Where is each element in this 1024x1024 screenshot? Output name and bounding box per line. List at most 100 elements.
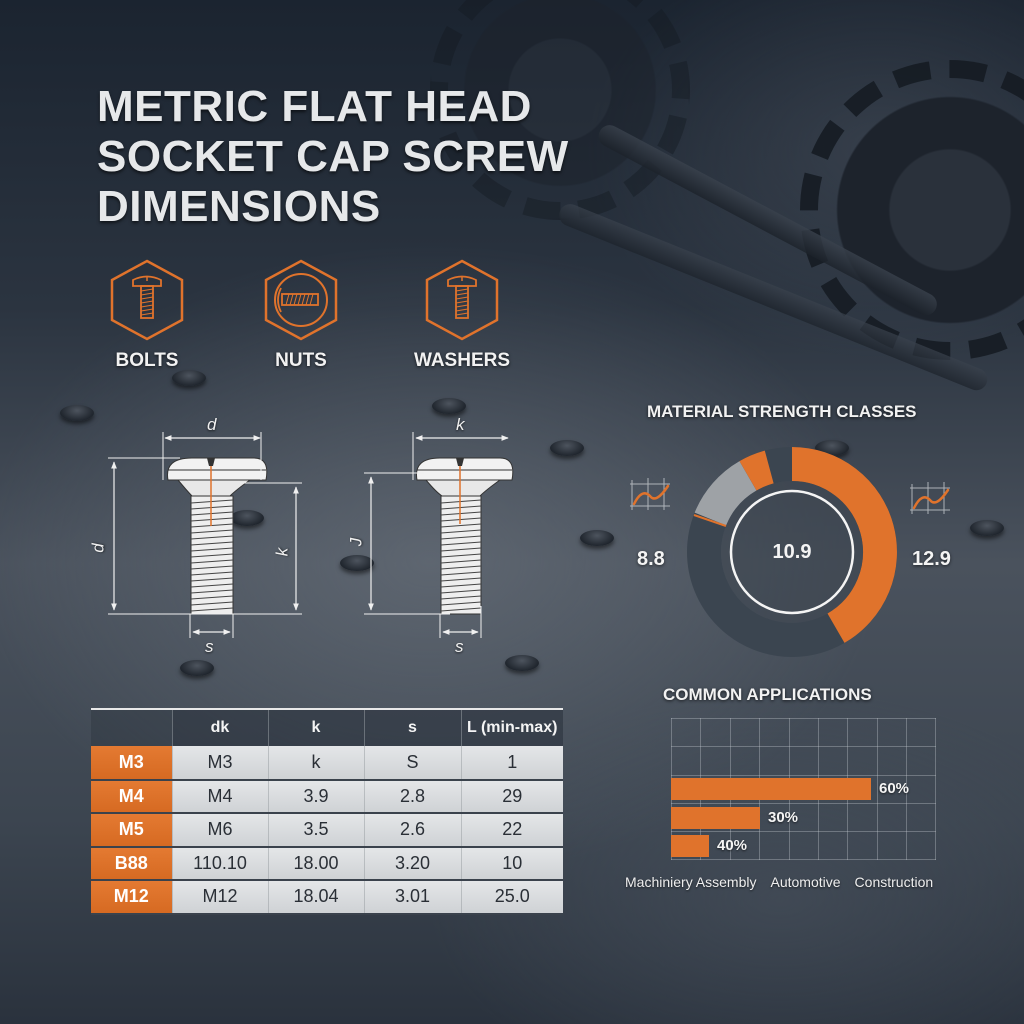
- cell-k: 3.9: [267, 779, 364, 814]
- row-size: M5: [91, 813, 172, 848]
- grid-line: [906, 718, 907, 860]
- row-size: M4: [91, 779, 172, 814]
- column-header-s: s: [363, 710, 461, 746]
- table-row: M5 M6 3.5 2.6 22: [91, 813, 563, 848]
- column-header-l: L (min-max): [460, 710, 563, 746]
- screw-diagram-drawing: [108, 432, 514, 638]
- bar-value: 40%: [717, 837, 748, 854]
- dimension-label-k-side: k: [272, 547, 292, 557]
- row-size: M12: [91, 880, 172, 915]
- cell-l: 29: [460, 779, 563, 814]
- trend-chart-icon: [910, 482, 950, 514]
- background-rivet: [580, 530, 614, 546]
- table-row: M4 M4 3.9 2.8 29: [91, 779, 563, 814]
- grid-line: [671, 803, 936, 804]
- category-label: WASHERS: [413, 350, 511, 371]
- left-screw: [108, 432, 302, 638]
- bolt-icon: [110, 259, 184, 341]
- bar-construction: [671, 835, 709, 857]
- page-title: METRIC FLAT HEAD SOCKET CAP SCREW DIMENS…: [97, 82, 569, 232]
- category-construction: Construction: [854, 874, 934, 890]
- grid-line: [671, 831, 936, 832]
- background-rivet: [60, 405, 94, 421]
- category-bolts[interactable]: BOLTS: [87, 258, 207, 372]
- dimension-label-d-side: d: [88, 543, 108, 553]
- grid-line: [935, 718, 936, 860]
- background-rivet: [340, 555, 374, 571]
- cell-l: 10: [460, 846, 563, 881]
- right-screw: [364, 432, 514, 638]
- dimension-label-s-left: s: [205, 637, 214, 656]
- grid-line: [671, 746, 936, 747]
- cell-dk: M6: [171, 813, 268, 848]
- cell-l: 22: [460, 813, 563, 848]
- row-size: B88: [91, 846, 172, 881]
- dimension-label-d-top: d: [207, 415, 217, 434]
- bar-value: 30%: [768, 809, 799, 826]
- grid-line: [671, 718, 936, 719]
- cell-k: k: [267, 746, 364, 781]
- cell-l: 25.0: [460, 880, 563, 915]
- applications-bar-chart: 60% 30% 40%: [671, 718, 936, 860]
- cell-s: 3.20: [363, 846, 461, 881]
- table-header-row: dk k s L (min-max): [91, 710, 563, 746]
- applications-category-labels: Machiniery Assembly Automotive Construct…: [625, 874, 933, 890]
- cell-dk: M3: [171, 746, 268, 781]
- strength-class-8-8: 8.8: [637, 548, 665, 570]
- background-rivet: [505, 655, 539, 671]
- strength-donut-chart: 10.9: [680, 440, 904, 669]
- column-header-dk: dk: [171, 710, 268, 746]
- cell-s: 3.01: [363, 880, 461, 915]
- column-header: [91, 710, 172, 746]
- dimension-label-k-top: k: [456, 415, 465, 434]
- title-line-1: METRIC FLAT HEAD: [97, 82, 532, 131]
- bar-machinery-assembly: [671, 778, 871, 800]
- donut-ring: [687, 447, 897, 657]
- bar-automotive: [671, 807, 760, 829]
- cell-dk: M12: [171, 880, 268, 915]
- background-rivet: [550, 440, 584, 456]
- table-row: M3 M3 k S 1: [91, 746, 563, 781]
- table-row: B88 110.10 18.00 3.20 10: [91, 846, 563, 881]
- category-machinery-assembly: Machiniery Assembly: [625, 874, 757, 890]
- strength-class-10-9: 10.9: [772, 540, 812, 563]
- row-size: M3: [91, 746, 172, 781]
- cell-k: 3.5: [267, 813, 364, 848]
- cell-l: 1: [460, 746, 563, 781]
- bar-value: 60%: [879, 780, 910, 797]
- cell-s: 2.8: [363, 779, 461, 814]
- table-row: M12 M12 18.04 3.01 25.0: [91, 880, 563, 915]
- cell-dk: M4: [171, 779, 268, 814]
- grid-line: [877, 718, 878, 860]
- cell-k: 18.04: [267, 880, 364, 915]
- material-strength-title: MATERIAL STRENGTH CLASSES: [647, 402, 917, 421]
- background-rivet: [432, 398, 466, 414]
- category-label: NUTS: [275, 350, 327, 371]
- dimension-label-j-side: J: [346, 537, 366, 547]
- trend-chart-icon: [630, 478, 670, 510]
- title-line-2: SOCKET CAP SCREW: [97, 132, 569, 181]
- washer-icon: [425, 259, 499, 341]
- column-header-k: k: [267, 710, 364, 746]
- category-washers[interactable]: WASHERS: [402, 258, 522, 372]
- strength-class-12-9: 12.9: [912, 548, 951, 570]
- background-rivet: [970, 520, 1004, 536]
- title-line-3: DIMENSIONS: [97, 182, 381, 231]
- screw-dimension-diagram: d d k s k J s: [88, 400, 520, 675]
- background-rivet: [172, 370, 206, 386]
- grid-line: [671, 859, 936, 860]
- grid-line: [671, 775, 936, 776]
- category-label: BOLTS: [115, 350, 179, 371]
- background-rivet: [180, 660, 214, 676]
- background-rivet: [230, 510, 264, 526]
- cell-k: 18.00: [267, 846, 364, 881]
- dimensions-table: dk k s L (min-max) M3 M3 k S 1 M4 M4 3.9…: [91, 708, 563, 915]
- nut-icon: [264, 259, 338, 341]
- category-automotive: Automotive: [770, 874, 841, 890]
- cell-dk: 110.10: [171, 846, 268, 881]
- cell-s: S: [363, 746, 461, 781]
- dimension-label-s-right: s: [455, 637, 464, 656]
- cell-s: 2.6: [363, 813, 461, 848]
- category-nuts[interactable]: NUTS: [241, 258, 361, 372]
- common-applications-title: COMMON APPLICATIONS: [663, 685, 872, 704]
